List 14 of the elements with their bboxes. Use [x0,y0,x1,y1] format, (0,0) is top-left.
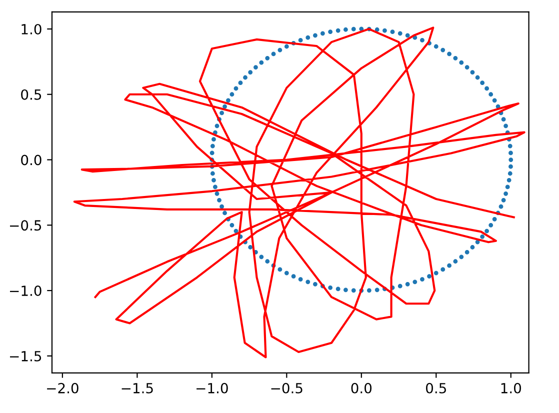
x-tick-label: −0.5 [271,382,302,394]
x-tick-label: −2.0 [47,382,78,394]
y-tick-label: −1.5 [10,351,42,362]
x-tick-label: −1.0 [196,382,228,394]
y-tick-label: −1.0 [10,286,42,296]
x-tick-label: 0.0 [351,382,372,394]
y-tick-label: 1.0 [22,24,42,34]
y-tick-label: 0.0 [21,154,42,166]
x-tick-label: 0.5 [426,382,446,394]
x-tick-label: −1.5 [122,383,153,394]
line-series [73,26,526,358]
x-tick-label: 1.0 [501,382,521,394]
y-tick-label: 0.5 [21,89,42,100]
y-tick-label: −0.5 [10,220,42,231]
